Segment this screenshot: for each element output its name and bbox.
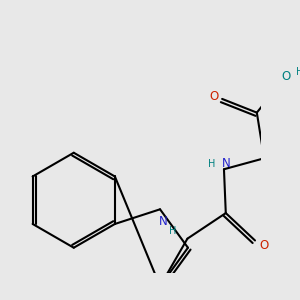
Text: O: O — [209, 90, 218, 103]
Text: H: H — [169, 226, 176, 236]
Text: N: N — [158, 215, 167, 228]
Text: O: O — [281, 70, 291, 83]
Text: O: O — [260, 238, 269, 251]
Text: H: H — [296, 67, 300, 76]
Text: H: H — [208, 159, 216, 169]
Text: N: N — [222, 157, 231, 170]
